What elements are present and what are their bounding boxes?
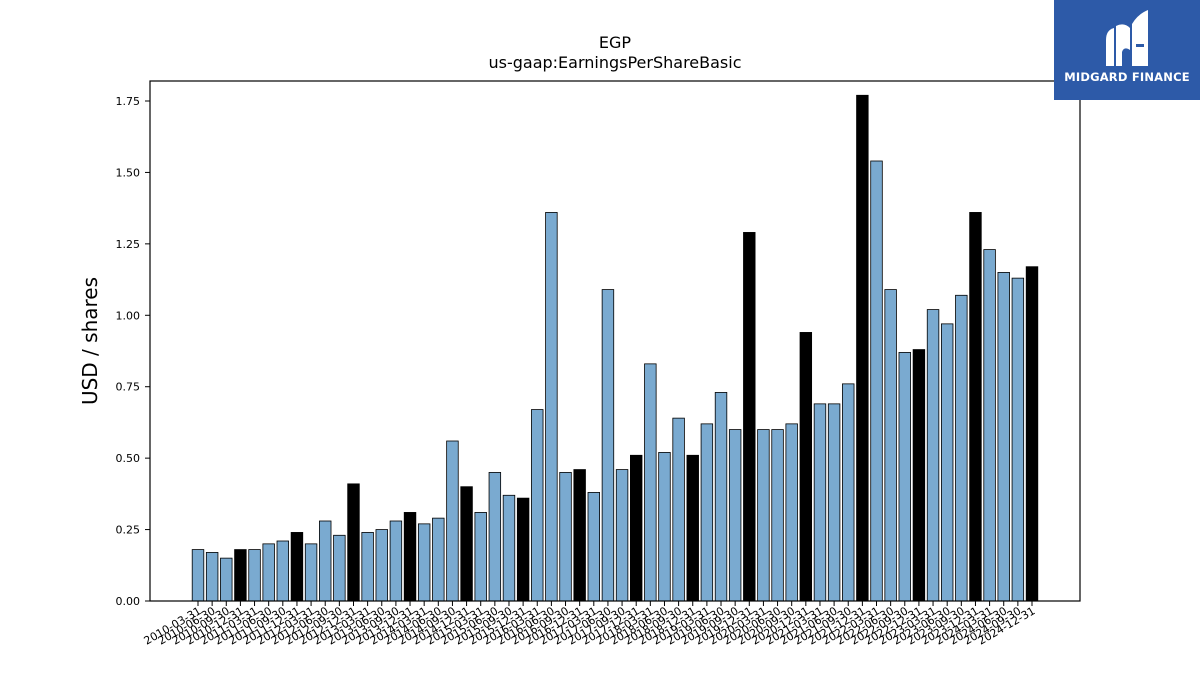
bar-2014-06-30: [432, 517, 445, 602]
bar-2021-03-31: [813, 403, 827, 602]
bar-2019-03-31: [700, 423, 714, 602]
bar-2014-12-31: [460, 486, 473, 602]
bar-2017-03-31: [587, 492, 601, 602]
chart-title: EGP: [599, 33, 632, 52]
bar-2017-09-30: [615, 469, 629, 602]
bar-2013-06-30: [375, 529, 388, 602]
y-axis: 0.00 0.25 0.50 0.75 1.00 1.25 1.50 1.75: [116, 95, 150, 608]
bar-2020-12-31: [799, 332, 813, 602]
x-axis: 2010-03-312010-06-302010-09-302010-12-31…: [142, 601, 1038, 648]
bar-2012-12-31: [347, 483, 360, 602]
bar-2021-06-30: [827, 403, 841, 602]
bar-2015-03-31: [474, 512, 487, 602]
bar-2020-03-31: [757, 429, 770, 602]
bar-2010-12-31: [234, 549, 247, 602]
midgard-logo-icon: [1106, 10, 1148, 66]
bar-series: [191, 94, 1039, 602]
bar-2010-09-30: [220, 557, 233, 602]
bar-2011-06-30: [262, 543, 275, 602]
bar-2021-09-30: [842, 383, 855, 602]
bar-2015-06-30: [488, 472, 502, 602]
bar-2016-06-30: [545, 212, 558, 602]
bar-2022-09-30: [898, 352, 911, 602]
bar-2018-06-30: [658, 452, 671, 602]
bar-2019-09-30: [728, 429, 742, 602]
bar-2014-03-31: [417, 523, 431, 602]
bar-2020-06-30: [771, 429, 784, 602]
y-tick-label: 0.00: [116, 595, 141, 608]
bar-2023-12-31: [969, 212, 982, 602]
bar-2013-12-31: [403, 512, 417, 602]
bar-2017-06-30: [601, 289, 615, 602]
y-axis-label: USD / shares: [78, 277, 102, 405]
y-tick-label: 1.25: [116, 238, 141, 251]
y-tick-label: 0.50: [116, 452, 141, 465]
plot-area-frame: [149, 80, 1081, 602]
bar-2023-06-30: [940, 323, 954, 602]
bar-2010-06-30: [205, 552, 219, 602]
bar-2024-09-30: [1011, 277, 1025, 602]
y-tick-label: 1.75: [116, 95, 141, 108]
y-tick-label: 1.00: [116, 309, 141, 322]
bar-2016-03-31: [531, 409, 544, 602]
bar-2020-09-30: [785, 423, 798, 602]
bar-2013-09-30: [389, 520, 403, 602]
chart-subtitle: us-gaap:EarningsPerShareBasic: [488, 53, 741, 72]
bar-2017-12-31: [630, 454, 643, 602]
bar-2011-03-31: [248, 549, 261, 602]
bar-2018-03-31: [644, 363, 657, 602]
bar-2014-09-30: [446, 440, 459, 602]
bar-2011-12-31: [290, 532, 304, 602]
bar-2019-06-30: [714, 392, 728, 602]
bar-2016-12-31: [573, 469, 586, 602]
bar-2024-12-31: [1025, 266, 1039, 602]
bar-2012-09-30: [333, 534, 346, 602]
bar-2015-09-30: [502, 494, 516, 602]
brand-logo: MIDGARD FINANCE: [1054, 0, 1200, 100]
bar-2023-09-30: [955, 294, 968, 602]
bar-2019-12-31: [743, 232, 756, 602]
bar-2010-03-31: [191, 549, 205, 602]
bar-2015-12-31: [516, 497, 530, 602]
brand-name: MIDGARD FINANCE: [1064, 70, 1190, 84]
bar-2018-09-30: [672, 417, 685, 602]
bar-2018-12-31: [686, 454, 699, 602]
bar-2023-03-31: [926, 309, 940, 602]
bar-2012-06-30: [319, 520, 332, 602]
bar-2011-09-30: [276, 540, 290, 602]
bar-2024-03-31: [983, 249, 996, 602]
bar-2016-09-30: [559, 472, 572, 602]
bar-2024-06-30: [997, 272, 1010, 602]
y-tick-label: 0.25: [116, 524, 141, 537]
bar-2022-03-31: [870, 160, 883, 602]
bar-2022-06-30: [884, 289, 897, 602]
bar-2013-03-31: [361, 532, 374, 602]
bar-2021-12-31: [856, 94, 869, 602]
y-tick-label: 0.75: [116, 381, 141, 394]
y-tick-label: 1.50: [116, 166, 141, 179]
bar-2022-12-31: [912, 349, 926, 602]
bar-2012-03-31: [304, 543, 318, 602]
